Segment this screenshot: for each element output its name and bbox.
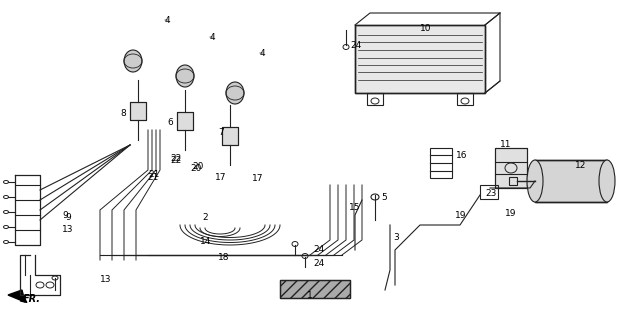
Text: 12: 12 xyxy=(575,161,586,170)
Text: 11: 11 xyxy=(500,140,512,148)
Text: 22: 22 xyxy=(170,156,181,164)
Text: 5: 5 xyxy=(381,194,387,203)
Ellipse shape xyxy=(226,82,244,104)
Text: 6: 6 xyxy=(167,117,173,126)
Text: 9: 9 xyxy=(65,213,71,222)
Polygon shape xyxy=(8,290,25,302)
Text: 8: 8 xyxy=(120,108,125,117)
Ellipse shape xyxy=(599,160,615,202)
Text: 20: 20 xyxy=(190,164,201,172)
Text: 18: 18 xyxy=(218,252,230,261)
Text: FR.: FR. xyxy=(23,294,41,304)
Text: 7: 7 xyxy=(218,127,224,137)
Text: 21: 21 xyxy=(148,170,160,179)
Text: 4: 4 xyxy=(260,49,266,58)
Bar xyxy=(430,148,452,178)
Bar xyxy=(367,93,383,105)
Text: 13: 13 xyxy=(100,275,112,284)
Text: 10: 10 xyxy=(420,23,432,33)
Bar xyxy=(495,148,527,188)
Text: 22: 22 xyxy=(170,154,181,163)
Bar xyxy=(355,25,485,93)
Text: 15: 15 xyxy=(349,204,361,212)
Text: 19: 19 xyxy=(455,211,466,220)
Text: 17: 17 xyxy=(215,172,227,181)
Bar xyxy=(457,93,473,105)
Bar xyxy=(535,160,607,202)
Text: 4: 4 xyxy=(210,33,215,42)
Text: 16: 16 xyxy=(456,150,468,159)
Text: 24: 24 xyxy=(313,245,324,254)
Text: 24: 24 xyxy=(313,260,324,268)
Bar xyxy=(480,185,498,199)
Text: 20: 20 xyxy=(192,162,203,171)
Bar xyxy=(535,160,607,202)
Bar xyxy=(177,112,193,130)
Text: 3: 3 xyxy=(393,233,399,242)
Bar xyxy=(495,148,527,188)
Text: 17: 17 xyxy=(252,173,263,182)
Text: 23: 23 xyxy=(485,188,496,197)
Bar xyxy=(280,280,350,298)
Text: 2: 2 xyxy=(202,213,207,222)
Bar xyxy=(222,127,238,145)
Bar xyxy=(222,127,238,145)
Text: 4: 4 xyxy=(165,15,171,25)
Bar xyxy=(130,102,146,120)
Ellipse shape xyxy=(527,160,543,202)
Bar xyxy=(280,280,350,298)
Text: 9: 9 xyxy=(62,211,68,220)
Text: 24: 24 xyxy=(350,41,361,50)
Bar xyxy=(130,102,146,120)
Ellipse shape xyxy=(176,65,194,87)
Bar xyxy=(355,25,485,93)
Bar xyxy=(177,112,193,130)
Text: 19: 19 xyxy=(505,209,517,218)
Ellipse shape xyxy=(124,50,142,72)
Bar xyxy=(509,177,517,185)
Text: 13: 13 xyxy=(62,226,73,235)
Text: 1: 1 xyxy=(307,292,313,300)
Text: 21: 21 xyxy=(147,172,158,181)
Text: 14: 14 xyxy=(200,237,211,246)
